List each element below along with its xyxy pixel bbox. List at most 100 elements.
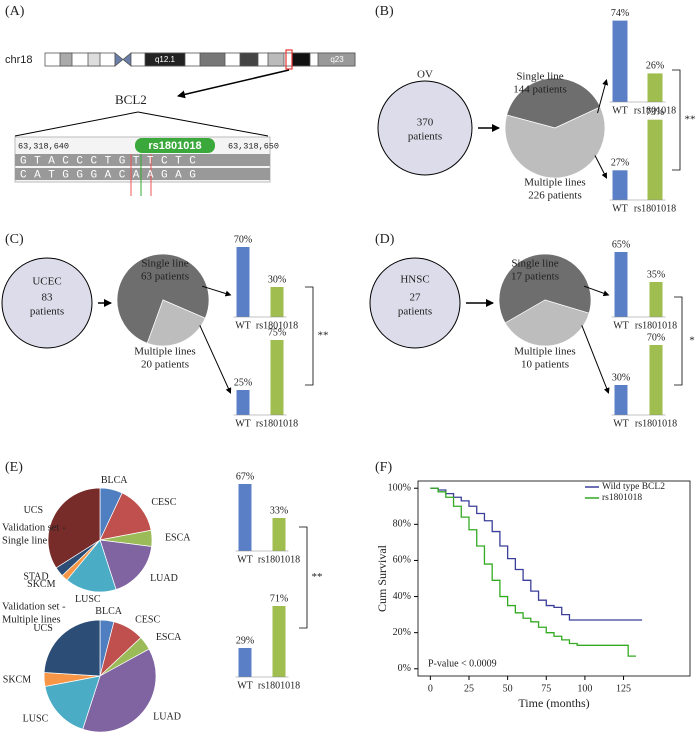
bar-value-label: 74%: [611, 8, 629, 19]
survival-curve: [430, 487, 643, 621]
y-tick-label: 80%: [393, 519, 411, 530]
cohort-total: 370: [417, 117, 434, 129]
bar-category-label: rs1801018: [634, 105, 676, 116]
survival-curve: [430, 487, 636, 657]
pie-category-label: Single line: [511, 258, 558, 270]
significance: **: [685, 114, 696, 126]
bar-value-label: 25%: [234, 377, 252, 388]
bar-category-label: WT: [237, 680, 253, 691]
x-tick-label: 0: [428, 683, 433, 694]
bar-value-label: 71%: [270, 593, 288, 604]
bar-value-label: 35%: [647, 269, 665, 280]
pie-slice: [498, 253, 592, 324]
zoom-line: [14, 111, 139, 137]
panel-a: chr18 q12.1 q23 BCL2 rs1801018 63,318,64…: [5, 49, 356, 196]
cohort-total-label: patients: [408, 131, 442, 143]
pie-slice: [99, 539, 152, 590]
y-tick-label: 60%: [393, 555, 411, 566]
cohort-circle: [1, 257, 93, 349]
pie-category-label: BLCA: [101, 475, 128, 486]
bar-value-label: 65%: [612, 239, 630, 250]
gene-name: BCL2: [115, 92, 147, 107]
x-tick-label: 75: [541, 683, 551, 694]
pie-category-label: SKCM: [3, 674, 31, 685]
bar: [647, 119, 663, 200]
bar: [272, 606, 286, 677]
bar-category-label: WT: [612, 105, 628, 116]
bar-category-label: rs1801018: [258, 680, 300, 691]
pie-slice: [99, 492, 152, 541]
cohort-total-label: patients: [30, 306, 64, 318]
panel-label: (A): [5, 4, 25, 19]
sequence-track: [15, 168, 270, 180]
significance: **: [318, 330, 329, 342]
significance-bracket: [299, 526, 308, 629]
cohort-total: 83: [42, 292, 54, 304]
bar-value-label: 33%: [270, 505, 288, 516]
snp-name: rs1801018: [148, 140, 201, 152]
bar-category-label: rs1801018: [256, 320, 298, 331]
panel-label: (E): [5, 460, 23, 475]
bar-category-label: rs1801018: [634, 203, 676, 214]
pie-slice: [66, 539, 117, 593]
pie-category-label: UCS: [24, 505, 43, 516]
y-axis-label: Cum Survival: [375, 544, 389, 612]
cohort-circle: [369, 257, 461, 349]
bar: [614, 252, 628, 317]
cohort-circle: [377, 80, 473, 176]
x-tick-label: 50: [503, 683, 513, 694]
bar-category-label: rs1801018: [635, 418, 677, 429]
annotation: P-value < 0.0009: [428, 658, 497, 669]
pie-slice: [82, 648, 157, 733]
bar: [614, 385, 628, 415]
pie-slice: [116, 253, 210, 344]
panel-label: (F): [375, 460, 392, 475]
pie-category-label: Multiple lines: [524, 177, 585, 189]
pie-value-label: 20 patients: [141, 359, 189, 371]
legend-label: rs1801018: [602, 493, 642, 503]
plot-frame: [417, 480, 691, 677]
bar-value-label: 67%: [236, 471, 254, 482]
cohort-name: OV: [417, 69, 433, 81]
pie-slice: [506, 77, 601, 129]
bar-value-label: 27%: [611, 158, 629, 169]
pie-subtitle: Multiple lines: [2, 614, 61, 625]
arrow: [199, 325, 232, 394]
significance: **: [312, 571, 323, 583]
legend-label: Wild type BCL2: [602, 482, 665, 492]
pie-slice: [43, 619, 101, 677]
bar-category-label: WT: [613, 320, 629, 331]
bar: [272, 518, 286, 551]
pie-category-label: CESC: [135, 614, 160, 625]
significance: *: [689, 335, 695, 347]
bar-value-label: 30%: [612, 372, 630, 383]
arrow: [583, 285, 610, 297]
y-tick-label: 40%: [393, 591, 411, 602]
bar: [270, 287, 284, 317]
significance-bracket: [672, 69, 681, 171]
snp-badge: [135, 138, 215, 153]
bar-category-label: WT: [613, 418, 629, 429]
cohort-name: UCEC: [32, 276, 61, 288]
cohort-name: HNSC: [400, 274, 429, 286]
bar-value-label: 73%: [646, 107, 664, 118]
pie-value-label: 144 patients: [513, 84, 566, 96]
pie-category-label: Multiple lines: [514, 346, 575, 358]
sequence: CATGGGACAAGAG: [20, 169, 203, 181]
panel-label: (D): [375, 232, 395, 247]
pie-category-label: UCS: [33, 623, 52, 634]
bar: [270, 340, 284, 415]
pie-slice: [146, 299, 206, 347]
pie-category-label: Single line: [516, 71, 563, 83]
pie-category-label: Multiple lines: [134, 346, 195, 358]
pie-category-label: SKCM: [27, 579, 55, 590]
bar: [647, 73, 663, 102]
x-tick-label: 125: [616, 683, 631, 694]
bar: [612, 20, 628, 103]
bar-category-label: WT: [235, 320, 251, 331]
chromosome: [44, 49, 356, 70]
pie-category-label: LUSC: [23, 713, 49, 724]
y-tick-label: 0%: [398, 663, 411, 674]
pie-category-label: LUAD: [150, 573, 178, 584]
